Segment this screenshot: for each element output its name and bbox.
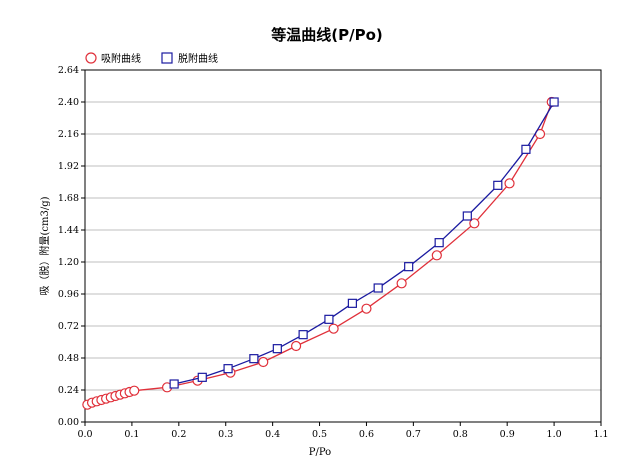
data-point-circle bbox=[361, 303, 372, 314]
data-point-square bbox=[521, 144, 531, 154]
y-tick-label: 0.48 bbox=[58, 353, 79, 364]
data-point-circle bbox=[129, 385, 140, 396]
x-tick-label: 0.8 bbox=[453, 429, 468, 440]
data-point-square bbox=[549, 97, 559, 107]
x-tick-label: 0.4 bbox=[265, 429, 280, 440]
legend-marker-adsorption bbox=[85, 52, 97, 64]
x-tick-label: 0.1 bbox=[124, 429, 139, 440]
y-tick-label: 2.16 bbox=[58, 129, 79, 140]
x-axis-label: P/Po bbox=[309, 447, 331, 458]
data-point-square bbox=[223, 364, 233, 374]
data-point-square bbox=[434, 238, 444, 248]
series-line bbox=[87, 101, 553, 406]
x-tick-label: 0.3 bbox=[218, 429, 233, 440]
x-tick-label: 1.1 bbox=[593, 429, 608, 440]
x-tick-label: 0.5 bbox=[312, 429, 327, 440]
data-point-square bbox=[324, 314, 334, 324]
data-point-circle bbox=[431, 250, 442, 261]
data-point-square bbox=[373, 283, 383, 293]
plot-frame bbox=[84, 69, 602, 423]
data-point-square bbox=[493, 180, 503, 190]
y-axis-label: 吸（脱）附量(cm3/g) bbox=[38, 196, 51, 295]
legend-label-desorption: 脱附曲线 bbox=[178, 52, 218, 65]
x-tick-label: 0.9 bbox=[500, 429, 515, 440]
y-axis-ticks: 0.00 0.24 0.48 0.72 0.96 1.20 1.44 1.68 1.92 2.16… bbox=[58, 65, 85, 428]
series-desorption bbox=[169, 97, 559, 389]
data-point-square bbox=[272, 344, 282, 354]
data-point-square bbox=[169, 379, 179, 389]
legend-marker-desorption bbox=[161, 52, 173, 64]
legend-label-adsorption: 吸附曲线 bbox=[101, 52, 141, 65]
data-point-circle bbox=[504, 178, 515, 189]
data-point-square bbox=[197, 372, 207, 382]
y-tick-label: 1.20 bbox=[58, 257, 79, 268]
data-point-square bbox=[404, 262, 414, 272]
y-tick-label: 2.40 bbox=[58, 97, 79, 108]
data-point-square bbox=[347, 298, 357, 308]
grid bbox=[85, 101, 601, 391]
x-tick-label: 0.6 bbox=[359, 429, 374, 440]
data-point-circle bbox=[396, 278, 407, 289]
data-point-circle bbox=[328, 323, 339, 334]
y-tick-label: 2.64 bbox=[58, 65, 79, 76]
series-layer bbox=[82, 96, 559, 410]
data-point-square bbox=[249, 354, 259, 364]
data-point-square bbox=[462, 211, 472, 221]
data-point-square bbox=[298, 330, 308, 340]
y-tick-label: 0.00 bbox=[58, 417, 79, 428]
data-point-circle bbox=[290, 340, 302, 352]
y-tick-label: 1.92 bbox=[58, 161, 79, 172]
y-tick-label: 1.68 bbox=[58, 193, 79, 204]
series-line bbox=[173, 101, 555, 385]
x-tick-label: 0.0 bbox=[77, 429, 92, 440]
y-tick-label: 0.72 bbox=[58, 321, 79, 332]
x-tick-label: 0.7 bbox=[406, 429, 421, 440]
data-point-circle bbox=[258, 356, 269, 368]
y-tick-label: 0.24 bbox=[58, 385, 79, 396]
y-tick-label: 1.44 bbox=[58, 225, 79, 236]
data-point-circle bbox=[469, 218, 480, 229]
x-tick-label: 1.0 bbox=[547, 429, 562, 440]
y-tick-label: 0.96 bbox=[58, 289, 79, 300]
series-adsorption bbox=[82, 96, 557, 410]
legend: 吸附曲线 脱附曲线 bbox=[85, 52, 218, 65]
x-axis-ticks: 0.0 0.1 0.2 0.3 0.4 0.5 0.6 0.7 0.8 0.9 1.0 1.1 bbox=[77, 422, 609, 440]
x-tick-label: 0.2 bbox=[171, 429, 186, 440]
chart-title: 等温曲线(P/Po) bbox=[271, 26, 382, 44]
